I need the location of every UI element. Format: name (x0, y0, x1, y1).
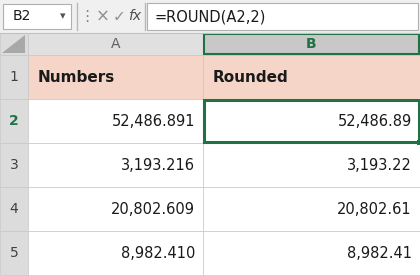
Bar (147, 3, 418, 30)
Polygon shape (2, 35, 25, 53)
Bar (203, 187, 420, 231)
Bar (0, 0, 420, 33)
Text: B2: B2 (13, 9, 32, 23)
Bar (28, 33, 203, 55)
Bar (203, 99, 420, 143)
Bar (203, 33, 420, 55)
Bar (203, 55, 420, 99)
Text: 3,193.216: 3,193.216 (121, 158, 195, 172)
Text: A: A (111, 37, 120, 51)
Text: =ROUND(A2,2): =ROUND(A2,2) (155, 9, 266, 24)
Text: 52,486.89: 52,486.89 (338, 113, 412, 129)
Text: ✓: ✓ (113, 9, 126, 24)
Bar (204, 34, 419, 54)
Text: Numbers: Numbers (38, 70, 115, 84)
Text: B: B (306, 37, 317, 51)
Bar (0, 143, 28, 187)
Text: ▾: ▾ (60, 12, 66, 22)
Text: 8,982.410: 8,982.410 (121, 245, 195, 261)
Bar (0, 55, 28, 99)
Bar (28, 231, 203, 275)
Text: 2: 2 (9, 114, 19, 128)
Bar (0, 33, 420, 276)
Text: 3,193.22: 3,193.22 (347, 158, 412, 172)
Text: 52,486.891: 52,486.891 (111, 113, 195, 129)
Text: 5: 5 (10, 246, 18, 260)
Bar (28, 99, 203, 143)
Text: 20,802.61: 20,802.61 (337, 201, 412, 216)
Text: ×: × (96, 7, 110, 25)
Text: 1: 1 (10, 70, 18, 84)
Bar (28, 187, 203, 231)
Bar (28, 143, 203, 187)
Text: 4: 4 (10, 202, 18, 216)
Bar (417, 140, 420, 145)
Bar (3, 4, 71, 29)
Bar (203, 231, 420, 275)
Text: ⋮: ⋮ (79, 9, 94, 24)
Bar (204, 100, 419, 142)
Bar (0, 33, 28, 55)
Bar (0, 187, 28, 231)
Bar (0, 231, 28, 275)
Text: Rounded: Rounded (213, 70, 289, 84)
Bar (0, 99, 28, 143)
Text: 20,802.609: 20,802.609 (111, 201, 195, 216)
Bar (203, 143, 420, 187)
Text: 8,982.41: 8,982.41 (347, 245, 412, 261)
Text: 3: 3 (10, 158, 18, 172)
Text: fx: fx (129, 9, 142, 23)
Bar (28, 55, 203, 99)
